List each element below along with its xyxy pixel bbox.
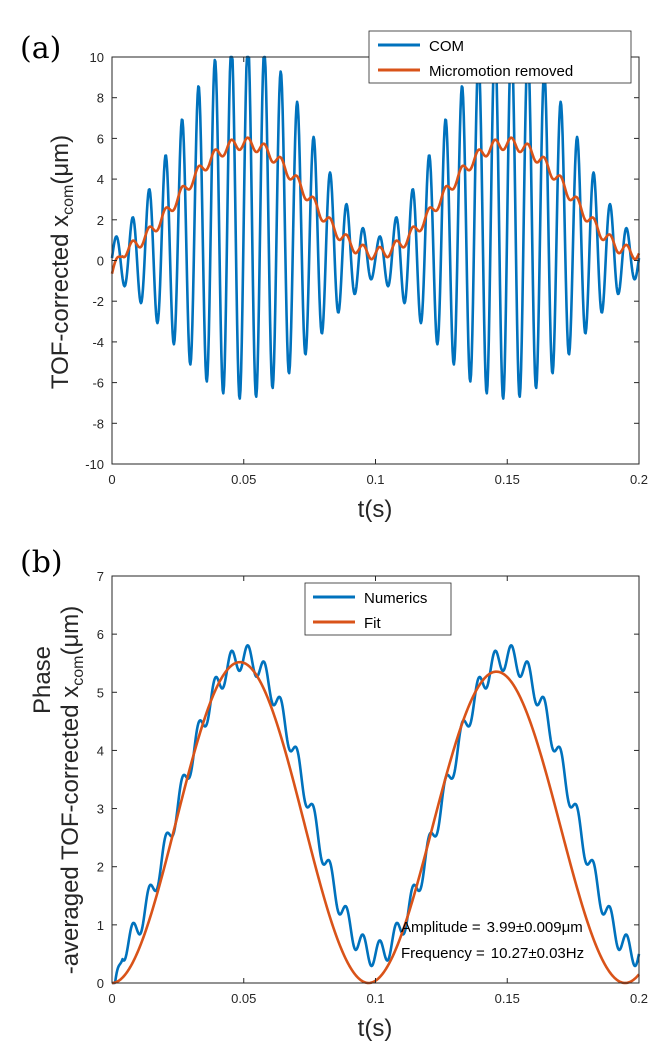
legend-b: Numerics Fit bbox=[304, 582, 452, 636]
tick-labels-b: 0 0.05 0.1 0.15 0.2 0 1 2 3 4 5 6 7 bbox=[97, 569, 648, 1006]
y-tick-label-b-0: 0 bbox=[97, 976, 104, 991]
y-axis-label-a: TOF-corrected xcom(μm) bbox=[47, 135, 77, 389]
legend-a: COM Micromotion removed bbox=[368, 30, 632, 84]
annotation-frequency: Frequency = 10.27±0.03Hz bbox=[401, 945, 584, 962]
fit-annotation: Amplitude = 3.99±0.009μm Frequency = 10.27… bbox=[401, 919, 584, 962]
y-tick-label-a-6: 2 bbox=[97, 213, 104, 228]
y-tick-label-b-1: 1 bbox=[97, 918, 104, 933]
legend-label-micromotion-removed: Micromotion removed bbox=[429, 63, 573, 80]
x-tick-label-a-3: 0.15 bbox=[495, 472, 520, 487]
legend-box-b bbox=[304, 582, 452, 636]
x-axis-label-b: t(s) bbox=[358, 1015, 393, 1042]
x-tick-label-b-4: 0.2 bbox=[630, 991, 648, 1006]
plot-area-b bbox=[112, 576, 639, 983]
y-tick-label-b-3: 3 bbox=[97, 802, 104, 817]
y-tick-label-a-4: -2 bbox=[92, 294, 104, 309]
tick-labels-a: 0 0.05 0.1 0.15 0.2 -10 -8 -6 -4 -2 0 2 4 6 8 10 bbox=[85, 50, 648, 487]
panel-label-a: (a) bbox=[20, 31, 61, 66]
legend-label-com: COM bbox=[429, 38, 464, 55]
y-tick-label-a-8: 6 bbox=[97, 131, 104, 146]
y-tick-label-b-4: 4 bbox=[97, 743, 104, 758]
panel-b: (b) 0 0.05 0.1 0.15 0.2 0 1 2 3 4 5 6 7 t(s) Phase -… bbox=[20, 545, 648, 1042]
panel-label-b: (b) bbox=[20, 545, 63, 580]
y-axis-label-b-line1: Phase bbox=[29, 646, 56, 714]
series-line-com bbox=[110, 55, 641, 400]
legend-label-numerics: Numerics bbox=[364, 590, 427, 607]
x-tick-label-b-3: 0.15 bbox=[495, 991, 520, 1006]
ticks-b bbox=[111, 575, 640, 984]
y-tick-label-b-2: 2 bbox=[97, 860, 104, 875]
y-tick-label-b-7: 7 bbox=[97, 569, 104, 584]
panel-a: (a) 0 0.05 0.1 0.15 0.2 -10 -8 -6 -4 -2 0 2 4 6 8 10 t(… bbox=[20, 30, 648, 523]
y-tick-label-a-7: 4 bbox=[97, 172, 104, 187]
y-tick-label-a-0: -10 bbox=[85, 457, 104, 472]
series-group-a bbox=[110, 55, 641, 400]
x-tick-label-a-0: 0 bbox=[108, 472, 115, 487]
y-tick-label-b-5: 5 bbox=[97, 685, 104, 700]
y-axis-label-b-line2: -averaged TOF-corrected xcom(μm) bbox=[57, 606, 87, 975]
series-line-micromotion-removed bbox=[110, 136, 641, 275]
x-tick-label-a-1: 0.05 bbox=[231, 472, 256, 487]
y-tick-label-a-1: -8 bbox=[92, 416, 104, 431]
x-tick-label-b-0: 0 bbox=[108, 991, 115, 1006]
legend-box-a bbox=[368, 30, 632, 84]
x-tick-label-a-2: 0.1 bbox=[366, 472, 384, 487]
legend-label-fit: Fit bbox=[364, 615, 381, 632]
y-tick-label-a-10: 10 bbox=[90, 50, 104, 65]
x-tick-label-b-2: 0.1 bbox=[366, 991, 384, 1006]
series-line-numerics bbox=[111, 643, 641, 985]
x-axis-label-a: t(s) bbox=[358, 496, 393, 523]
y-tick-label-a-2: -6 bbox=[92, 376, 104, 391]
x-tick-label-b-1: 0.05 bbox=[231, 991, 256, 1006]
y-tick-label-b-6: 6 bbox=[97, 627, 104, 642]
x-tick-label-a-4: 0.2 bbox=[630, 472, 648, 487]
y-tick-label-a-5: 0 bbox=[97, 254, 104, 269]
annotation-amplitude: Amplitude = 3.99±0.009μm bbox=[401, 919, 583, 936]
y-tick-label-a-3: -4 bbox=[92, 335, 104, 350]
y-tick-label-a-9: 8 bbox=[97, 91, 104, 106]
